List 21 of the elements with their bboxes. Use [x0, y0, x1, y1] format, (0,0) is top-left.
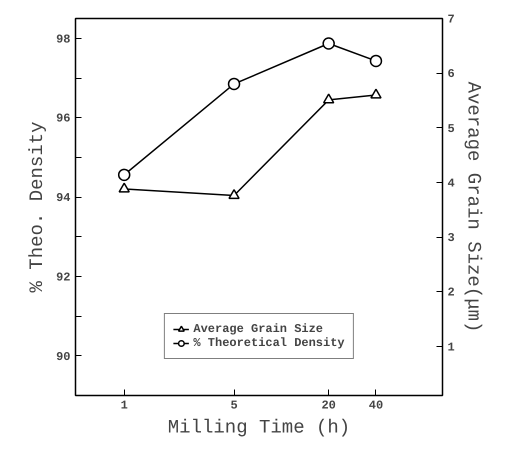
- y-tick-label: 98: [56, 32, 71, 46]
- y-tick-label: 90: [56, 350, 71, 364]
- y2-tick-label: 6: [448, 67, 455, 82]
- x-tick-label: 20: [321, 398, 336, 412]
- x-tick-label: 1: [120, 398, 128, 412]
- x-axis-title: Milling Time (h): [168, 416, 350, 438]
- y-axis-title: % Theo. Density: [26, 121, 48, 293]
- x-tick-label: 40: [368, 398, 384, 412]
- y-tick-label: 94: [56, 191, 71, 206]
- y2-tick-label: 3: [448, 231, 455, 246]
- y2-tick-label: 4: [448, 176, 455, 190]
- y-tick-label: 96: [56, 112, 71, 126]
- y2-tick-label: 1: [448, 340, 455, 354]
- y2-axis-title: Average Grain Size(μm): [462, 82, 485, 332]
- legend-label: Average Grain Size: [193, 322, 324, 336]
- y2-tick-label: 5: [448, 122, 455, 136]
- legend-label: % Theoretical Density: [193, 336, 345, 350]
- x-tick-label: 5: [230, 398, 238, 412]
- y2-tick-label: 2: [448, 286, 455, 300]
- y-tick-label: 92: [56, 270, 71, 284]
- y2-tick-label: 7: [448, 12, 455, 26]
